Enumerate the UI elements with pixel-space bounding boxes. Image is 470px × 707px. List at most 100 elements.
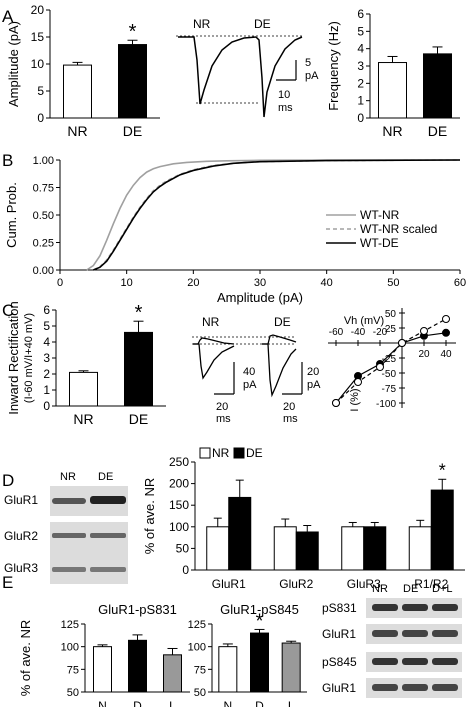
y-tick-label: 5 <box>357 24 364 38</box>
x-tick-label: 30 <box>254 277 266 289</box>
a-trace-label-de: DE <box>254 17 271 31</box>
data-point <box>332 399 340 407</box>
bar <box>93 646 112 693</box>
y-tick-label: 50 <box>176 541 190 555</box>
y-tick-label: 1.00 <box>33 155 54 167</box>
bar <box>295 531 319 571</box>
bar <box>408 526 432 571</box>
c-scale2-x-value: 20 <box>283 401 295 413</box>
category-label: NR <box>67 123 87 139</box>
category-label: N <box>98 699 107 707</box>
blot-band <box>90 567 126 572</box>
e-blot-row-glur1-a: GluR1 <box>322 627 356 641</box>
y-tick-label: 5 <box>43 319 50 333</box>
y-tick-label: 20 <box>31 3 45 17</box>
x-axis-label: Vh (mV) <box>344 315 384 327</box>
y-axis-label: Amplitude (pA) <box>6 21 21 107</box>
blot-band <box>432 604 458 611</box>
y-tick-label: 150 <box>169 498 189 512</box>
blot-band <box>372 658 398 665</box>
y-tick-label: 15 <box>31 30 45 44</box>
category-label: N <box>223 699 232 707</box>
y-tick-label: 6 <box>357 7 364 21</box>
y-tick-label: 250 <box>169 455 189 469</box>
series-line <box>335 318 447 404</box>
bar <box>128 639 147 693</box>
bar <box>163 654 182 693</box>
panel-label-c: C <box>2 301 14 320</box>
c_rect-chart: 0 1 2 3 4 5 6 Inward Rectification (I-60 mV/I+40… <box>6 301 166 427</box>
y-tick-label: 3 <box>357 59 364 73</box>
series-line <box>92 159 461 271</box>
data-point <box>354 378 362 386</box>
y-tick-label: 50 <box>194 687 206 699</box>
y-tick-label: 0 <box>43 399 50 413</box>
c-scale2-x-unit: ms <box>283 413 298 425</box>
y-axis-label: I (%) <box>349 388 361 411</box>
category-label: DE <box>123 123 142 139</box>
c-scale1-x-value: 20 <box>216 401 228 413</box>
x-tick-label: 20 <box>187 277 199 289</box>
bar <box>228 496 252 571</box>
d-blot-lane-de: DE <box>98 471 113 483</box>
a-traces <box>176 35 303 118</box>
y-tick-label: 2 <box>357 76 364 90</box>
category-label: GluR3 <box>347 577 381 591</box>
d-legend: NR DE <box>199 446 263 460</box>
y-axis-label: % of ave. NR <box>18 620 33 697</box>
bar <box>430 489 454 571</box>
y-axis-label: Cum. Prob. <box>4 182 19 248</box>
significance-mark: * <box>439 460 446 480</box>
c-scale2-y-value: 20 <box>307 366 319 378</box>
d_bar-chart: 0 50 100 150 200 250 % of ave. NR GluR1 GluR2 Glu… <box>142 455 465 591</box>
blot-band <box>52 567 86 572</box>
category-label: GluR1 <box>212 577 246 591</box>
y-tick-label: 200 <box>169 477 189 491</box>
y-tick-label: 75 <box>194 664 206 676</box>
bar <box>124 331 153 407</box>
x-tick-label: -20 <box>373 327 388 338</box>
y-axis-label: Frequency (Hz) <box>326 21 341 111</box>
bar <box>250 632 269 693</box>
data-point <box>420 327 428 335</box>
e_831-chart: 50 75 100 125 % of ave. NR GluR1-pS831 N D L <box>18 602 190 707</box>
y-tick-label: 100 <box>188 642 206 654</box>
x-tick-label: -60 <box>329 327 344 338</box>
legend-label: NR <box>212 446 230 460</box>
x-tick-label: 0 <box>57 277 63 289</box>
blot-band <box>402 658 428 665</box>
bar <box>206 526 230 571</box>
category-label: R1/R2 <box>414 577 448 591</box>
blot-band <box>372 684 398 691</box>
blot-band <box>432 630 458 637</box>
e-blot <box>366 598 462 698</box>
y-tick-label: 5 <box>37 84 44 98</box>
category-label: D <box>133 699 142 707</box>
e-blot-row-ps831: pS831 <box>322 601 357 615</box>
category-label: DE <box>428 123 447 139</box>
legend-label: DE <box>246 446 263 460</box>
a_amp-chart: 0 5 10 15 20 Amplitude (pA) NR * DE <box>6 3 160 139</box>
d-blot-row-glur3: GluR3 <box>4 561 38 575</box>
bar <box>118 44 147 119</box>
significance-mark: * <box>129 21 137 43</box>
bar <box>378 62 407 119</box>
x-tick-label: -40 <box>351 327 366 338</box>
data-point <box>442 315 450 323</box>
category-label: D <box>255 699 264 707</box>
blot-band <box>432 658 458 665</box>
bar <box>273 526 297 571</box>
data-point <box>398 339 406 347</box>
y-tick-label: 0.25 <box>33 238 54 250</box>
y-tick-label: -25 <box>382 354 397 365</box>
legend-label: WT-DE <box>360 236 399 250</box>
blot-band <box>372 604 398 611</box>
x-tick-label: 60 <box>454 277 466 289</box>
category-label: DE <box>129 411 148 427</box>
data-point <box>376 363 384 371</box>
y-tick-label: -100 <box>376 399 396 410</box>
e_845-chart: 50 75 100 125 GluR1-pS845 N * D L <box>188 602 307 707</box>
a_freq-chart: 0 1 2 3 4 5 6 Frequency (Hz) NR DE <box>326 7 460 139</box>
x-tick-label: 40 <box>440 349 452 360</box>
